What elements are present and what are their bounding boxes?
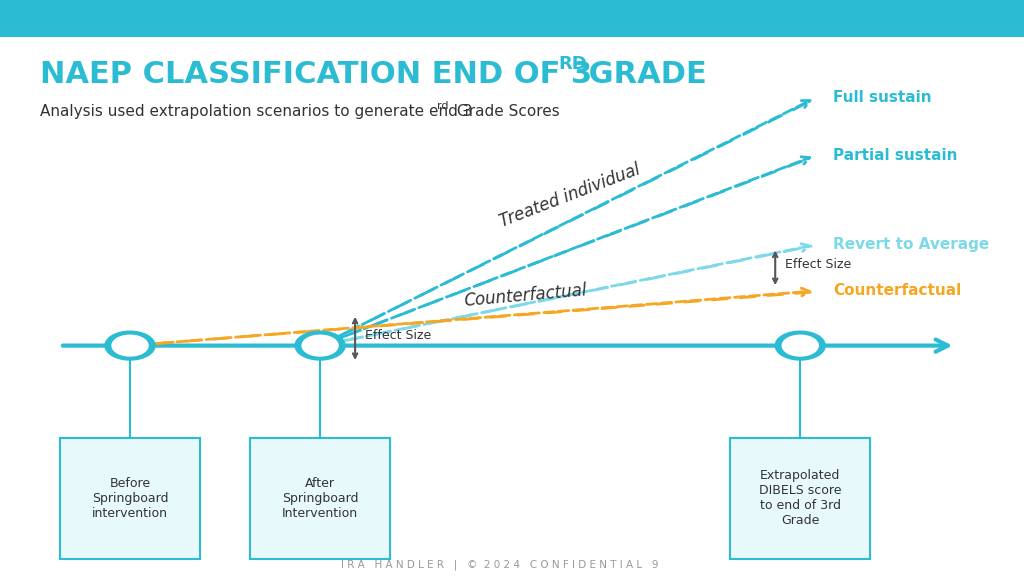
Text: Partial sustain: Partial sustain (834, 148, 957, 163)
Circle shape (105, 331, 155, 360)
Text: RD: RD (558, 55, 587, 73)
FancyBboxPatch shape (60, 438, 200, 559)
Text: Counterfactual: Counterfactual (463, 281, 588, 309)
Text: Effect Size: Effect Size (366, 329, 431, 342)
Text: After
Springboard
Intervention: After Springboard Intervention (282, 477, 358, 520)
Circle shape (775, 331, 825, 360)
Text: Revert to Average: Revert to Average (834, 237, 989, 252)
Text: Effect Size: Effect Size (785, 259, 852, 271)
Text: Treated individual: Treated individual (498, 161, 643, 231)
Text: I R A   H A N D L E R   |   ©  2 0 2 4   C O N F I D E N T I A L   9: I R A H A N D L E R | © 2 0 2 4 C O N F … (341, 559, 658, 570)
Circle shape (782, 335, 818, 356)
Text: Full sustain: Full sustain (834, 90, 932, 105)
Circle shape (302, 335, 338, 356)
Text: NAEP CLASSIFICATION END OF 3: NAEP CLASSIFICATION END OF 3 (40, 60, 592, 89)
FancyBboxPatch shape (730, 438, 870, 559)
Text: Grade Scores: Grade Scores (453, 104, 560, 119)
Text: rd: rd (437, 101, 449, 111)
Text: GRADE: GRADE (579, 60, 707, 89)
Text: Extrapolated
DIBELS score
to end of 3rd
Grade: Extrapolated DIBELS score to end of 3rd … (759, 469, 842, 527)
Circle shape (112, 335, 148, 356)
Text: Before
Springboard
intervention: Before Springboard intervention (92, 477, 168, 520)
Circle shape (295, 331, 345, 360)
Text: Counterfactual: Counterfactual (834, 283, 962, 298)
Text: Analysis used extrapolation scenarios to generate end 3: Analysis used extrapolation scenarios to… (40, 104, 472, 119)
FancyBboxPatch shape (250, 438, 390, 559)
